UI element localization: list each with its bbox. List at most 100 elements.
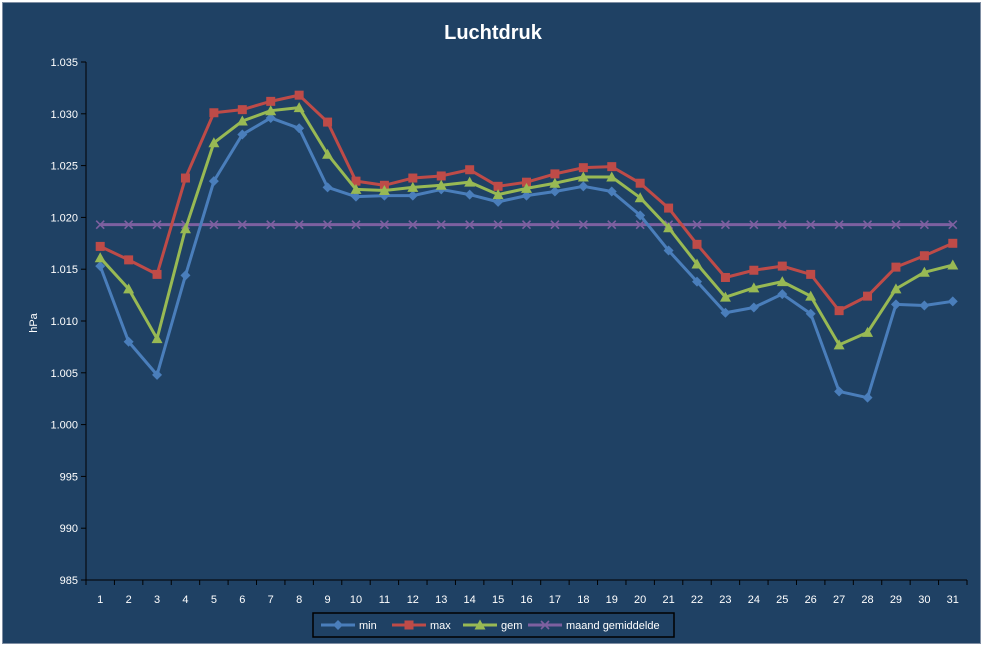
x-tick-label: 24 bbox=[748, 594, 760, 606]
data-point-maand-gemiddelde bbox=[237, 220, 247, 230]
data-point-gem bbox=[350, 183, 362, 194]
data-point-gem bbox=[179, 223, 191, 234]
y-tick-label: 1.010 bbox=[50, 316, 78, 328]
data-point-min bbox=[606, 186, 617, 197]
data-point-min bbox=[720, 307, 731, 318]
x-tick-label: 3 bbox=[154, 594, 160, 606]
x-tick-label: 7 bbox=[268, 594, 274, 606]
data-point-gem bbox=[691, 258, 703, 269]
data-point-gem bbox=[805, 290, 817, 301]
x-tick-label: 4 bbox=[182, 594, 188, 606]
data-point-max bbox=[237, 105, 247, 115]
data-point-maand-gemiddelde bbox=[919, 220, 929, 230]
data-point-max bbox=[351, 176, 361, 186]
data-point-gem bbox=[123, 283, 135, 294]
data-point-maand-gemiddelde bbox=[521, 220, 532, 230]
series-line-max bbox=[99, 93, 954, 313]
data-point-maand-gemiddelde bbox=[209, 220, 219, 230]
data-point-maand-gemiddelde bbox=[322, 220, 333, 230]
y-tick-label: 990 bbox=[60, 523, 78, 535]
data-point-maand-gemiddelde bbox=[834, 220, 844, 230]
data-point-max bbox=[607, 162, 617, 172]
data-point-max bbox=[266, 96, 276, 106]
data-point-max bbox=[834, 306, 844, 316]
data-point-maand-gemiddelde bbox=[95, 220, 105, 230]
x-tick-label: 21 bbox=[662, 594, 674, 606]
data-point-maand-gemiddelde bbox=[408, 220, 418, 230]
x-tick-label: 8 bbox=[296, 594, 302, 606]
line-chart: Luchtdruk hPa 9859909951.0001.0051.0101.… bbox=[28, 22, 968, 638]
data-point-min bbox=[237, 129, 248, 140]
data-point-gem bbox=[634, 192, 646, 203]
data-point-max bbox=[152, 269, 162, 279]
data-point-max bbox=[806, 269, 816, 279]
data-point-min bbox=[493, 196, 504, 207]
data-point-max bbox=[493, 181, 503, 191]
y-tick-label: 985 bbox=[60, 575, 78, 587]
x-tick-label: 31 bbox=[947, 594, 959, 606]
data-point-min bbox=[407, 190, 418, 201]
data-point-min bbox=[635, 210, 646, 221]
data-point-gem bbox=[236, 115, 248, 126]
chart-title: Luchtdruk bbox=[444, 22, 543, 44]
data-point-min bbox=[180, 270, 191, 281]
legend-label-maand-gemiddelde: maand gemiddelde bbox=[566, 620, 660, 632]
data-point-maand-gemiddelde bbox=[493, 220, 503, 230]
x-tick-label: 13 bbox=[435, 594, 447, 606]
data-point-gem bbox=[151, 333, 163, 344]
data-point-max bbox=[919, 251, 929, 261]
legend-marker-min bbox=[333, 620, 343, 630]
data-point-gem bbox=[378, 184, 390, 195]
data-point-gem bbox=[549, 177, 561, 188]
x-tick-label: 26 bbox=[805, 594, 817, 606]
data-point-min bbox=[834, 386, 845, 397]
x-tick-label: 22 bbox=[691, 594, 703, 606]
data-point-gem bbox=[748, 282, 760, 293]
data-point-min bbox=[208, 176, 219, 187]
legend-marker-max bbox=[404, 620, 414, 630]
x-tick-label: 14 bbox=[464, 594, 476, 606]
y-tick-label: 995 bbox=[60, 471, 78, 483]
legend-marker-gem bbox=[474, 619, 486, 630]
data-point-maand-gemiddelde bbox=[891, 220, 901, 230]
data-point-maand-gemiddelde bbox=[294, 220, 304, 230]
x-tick-label: 11 bbox=[379, 594, 390, 606]
x-tick-label: 9 bbox=[325, 594, 331, 606]
data-point-max bbox=[777, 261, 787, 271]
data-point-maand-gemiddelde bbox=[806, 220, 816, 230]
data-point-maand-gemiddelde bbox=[124, 220, 134, 230]
series-line-gem bbox=[99, 106, 954, 347]
y-tick-label: 1.000 bbox=[50, 420, 78, 432]
data-point-min bbox=[919, 300, 930, 311]
data-point-max bbox=[664, 203, 674, 213]
data-point-max bbox=[550, 169, 560, 179]
x-tick-label: 17 bbox=[549, 594, 561, 606]
data-point-min bbox=[549, 186, 560, 197]
data-point-gem bbox=[663, 222, 675, 233]
data-point-min bbox=[152, 369, 163, 380]
data-point-max bbox=[635, 178, 645, 188]
data-point-gem bbox=[492, 189, 504, 200]
data-point-max bbox=[578, 163, 588, 173]
data-point-min bbox=[95, 261, 106, 272]
series-line-min bbox=[98, 116, 954, 400]
data-point-maand-gemiddelde bbox=[635, 220, 645, 230]
data-point-maand-gemiddelde bbox=[351, 220, 361, 230]
data-point-maand-gemiddelde bbox=[720, 220, 731, 230]
y-tick-label: 1.035 bbox=[50, 57, 78, 69]
x-tick-label: 12 bbox=[407, 594, 419, 606]
x-tick-label: 30 bbox=[918, 594, 930, 606]
data-point-gem bbox=[833, 339, 845, 350]
data-point-maand-gemiddelde bbox=[607, 220, 617, 230]
data-point-maand-gemiddelde bbox=[152, 220, 162, 230]
data-point-min bbox=[777, 289, 788, 300]
data-point-gem bbox=[606, 171, 618, 182]
x-tick-label: 27 bbox=[833, 594, 845, 606]
x-tick-label: 10 bbox=[350, 594, 362, 606]
legend: min max gem maand gemiddelde bbox=[312, 612, 675, 638]
data-point-max bbox=[209, 108, 219, 118]
x-tick-label: 20 bbox=[634, 594, 646, 606]
legend-box bbox=[312, 612, 675, 638]
data-point-gem bbox=[94, 252, 106, 263]
